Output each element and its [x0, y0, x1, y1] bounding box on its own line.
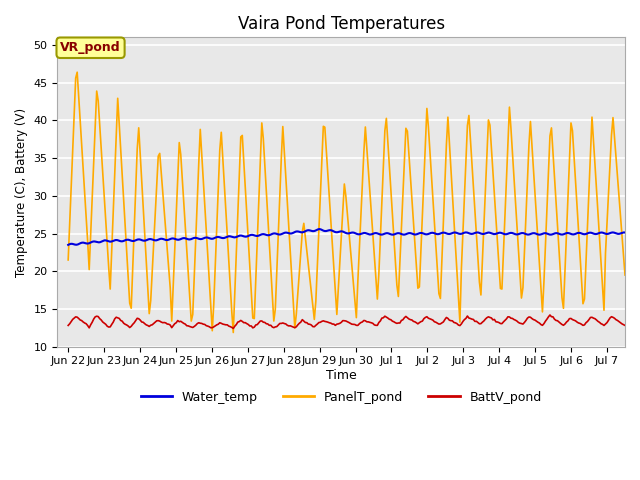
Title: Vaira Pond Temperatures: Vaira Pond Temperatures: [237, 15, 445, 33]
Y-axis label: Temperature (C), Battery (V): Temperature (C), Battery (V): [15, 108, 28, 276]
X-axis label: Time: Time: [326, 369, 356, 382]
Legend: Water_temp, PanelT_pond, BattV_pond: Water_temp, PanelT_pond, BattV_pond: [136, 385, 547, 408]
Text: VR_pond: VR_pond: [60, 41, 121, 54]
